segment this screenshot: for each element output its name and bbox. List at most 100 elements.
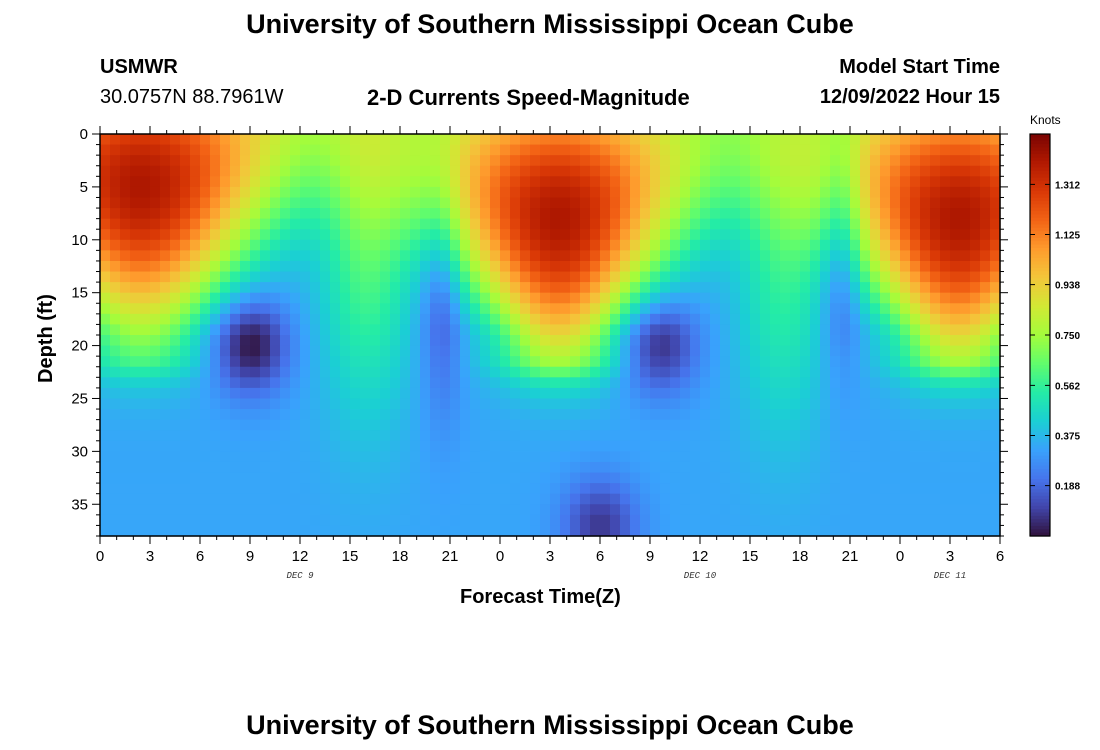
- heatmap-cell: [730, 366, 741, 378]
- heatmap-cell: [860, 292, 871, 304]
- heatmap-cell: [610, 525, 621, 537]
- heatmap-cell: [300, 155, 311, 167]
- heatmap-cell: [990, 409, 1001, 421]
- heatmap-cell: [650, 493, 661, 505]
- heatmap-cell: [900, 366, 911, 378]
- heatmap-cell: [930, 197, 941, 209]
- heatmap-cell: [230, 419, 241, 431]
- heatmap-cell: [770, 208, 781, 220]
- heatmap-cell: [230, 282, 241, 294]
- heatmap-cell: [810, 313, 821, 326]
- heatmap-cell: [330, 440, 341, 452]
- heatmap-cell: [310, 461, 321, 474]
- heatmap-cell: [440, 461, 451, 474]
- heatmap-cell: [320, 504, 331, 516]
- heatmap-cell: [590, 155, 601, 167]
- heatmap-cell: [910, 165, 921, 177]
- heatmap-cell: [450, 239, 461, 251]
- heatmap-cell: [970, 504, 981, 516]
- heatmap-cell: [480, 366, 491, 378]
- heatmap-cell: [650, 345, 661, 357]
- heatmap-cell: [290, 282, 301, 294]
- heatmap-cell: [640, 155, 651, 167]
- heatmap-cell: [430, 504, 441, 516]
- heatmap-cell: [870, 409, 881, 421]
- heatmap-cell: [590, 398, 601, 410]
- heatmap-cell: [230, 303, 241, 315]
- heatmap-cell: [480, 229, 491, 241]
- heatmap-cell: [380, 134, 391, 146]
- heatmap-cell: [800, 292, 811, 304]
- heatmap-cell: [290, 525, 301, 537]
- heatmap-cell: [250, 483, 261, 495]
- heatmap-cell: [320, 387, 331, 400]
- heatmap-cell: [140, 472, 151, 484]
- heatmap-cell: [860, 366, 871, 378]
- heatmap-cell: [370, 165, 381, 177]
- heatmap-cell: [250, 514, 261, 527]
- heatmap-cell: [790, 324, 801, 336]
- heatmap-cell: [230, 409, 241, 421]
- heatmap-cell: [100, 440, 111, 452]
- heatmap-cell: [860, 208, 871, 220]
- colorbar-segment: [1030, 160, 1050, 165]
- heatmap-cell: [560, 345, 571, 357]
- heatmap-cell: [840, 239, 851, 251]
- heatmap-cell: [780, 271, 791, 283]
- heatmap-cell: [580, 514, 591, 527]
- heatmap-cell: [410, 282, 421, 294]
- heatmap-cell: [750, 345, 761, 357]
- heatmap-cell: [230, 324, 241, 336]
- heatmap-cell: [740, 282, 751, 294]
- heatmap-cell: [330, 324, 341, 336]
- heatmap-cell: [610, 197, 621, 209]
- heatmap-cell: [890, 313, 901, 326]
- heatmap-cell: [740, 504, 751, 516]
- heatmap-cell: [730, 525, 741, 537]
- heatmap-cell: [900, 176, 911, 188]
- heatmap-cell: [530, 514, 541, 527]
- heatmap-cell: [620, 324, 631, 336]
- heatmap-cell: [310, 155, 321, 167]
- heatmap-cell: [700, 282, 711, 294]
- heatmap-cell: [890, 514, 901, 527]
- heatmap-cell: [780, 282, 791, 294]
- heatmap-cell: [990, 324, 1001, 336]
- heatmap-cell: [340, 144, 351, 156]
- heatmap-cell: [630, 356, 641, 368]
- heatmap-cell: [590, 451, 601, 463]
- heatmap-cell: [840, 292, 851, 304]
- heatmap-cell: [820, 324, 831, 336]
- heatmap-cell: [990, 430, 1001, 442]
- heatmap-cell: [170, 165, 181, 177]
- heatmap-cell: [510, 229, 521, 241]
- heatmap-cell: [580, 229, 591, 241]
- heatmap-cell: [270, 134, 281, 146]
- heatmap-cell: [310, 514, 321, 527]
- heatmap-cell: [760, 409, 771, 421]
- heatmap-cell: [470, 356, 481, 368]
- heatmap-cell: [420, 292, 431, 304]
- heatmap-cell: [670, 186, 681, 199]
- heatmap-cell: [850, 155, 861, 167]
- heatmap-cell: [780, 461, 791, 474]
- heatmap-cell: [180, 144, 191, 156]
- heatmap-cell: [930, 155, 941, 167]
- heatmap-cell: [100, 335, 111, 347]
- heatmap-cell: [530, 398, 541, 410]
- heatmap-cell: [510, 335, 521, 347]
- heatmap-cell: [140, 409, 151, 421]
- colorbar-segment: [1030, 525, 1050, 530]
- heatmap-cell: [160, 419, 171, 431]
- heatmap-cell: [450, 218, 461, 230]
- heatmap-cell: [260, 208, 271, 220]
- heatmap-cell: [760, 197, 771, 209]
- heatmap-cell: [700, 197, 711, 209]
- heatmap-cell: [980, 176, 991, 188]
- heatmap-cell: [620, 292, 631, 304]
- heatmap-cell: [200, 144, 211, 156]
- heatmap-cell: [350, 504, 361, 516]
- heatmap-cell: [280, 504, 291, 516]
- heatmap-cell: [780, 398, 791, 410]
